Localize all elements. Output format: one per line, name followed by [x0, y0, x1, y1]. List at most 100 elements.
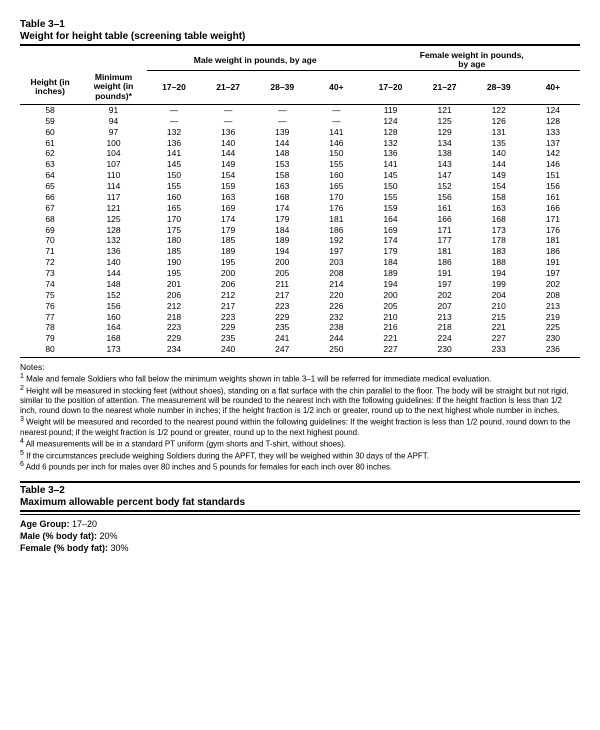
table-cell: 212 — [201, 290, 255, 301]
table-cell: — — [201, 105, 255, 116]
table-cell: 185 — [201, 235, 255, 246]
table-cell: 136 — [147, 138, 201, 149]
note-line: 1 Male and female Soldiers who fall belo… — [20, 373, 580, 385]
table-cell: 146 — [309, 138, 363, 149]
table-cell: 244 — [309, 333, 363, 344]
table-cell: 205 — [363, 301, 417, 312]
table-row: 61100136140144146132134135137 — [20, 138, 580, 149]
table-row: 76156212217223226205207210213 — [20, 301, 580, 312]
table-cell: 230 — [526, 333, 580, 344]
table-cell: 229 — [255, 312, 309, 323]
table-cell: 135 — [472, 138, 526, 149]
table-cell: 211 — [255, 279, 309, 290]
table-cell: 65 — [20, 181, 80, 192]
table-cell: 174 — [363, 235, 417, 246]
male-bodyfat-value: 20% — [100, 531, 118, 541]
table-cell: 208 — [309, 268, 363, 279]
table-cell: 224 — [418, 333, 472, 344]
table-cell: 171 — [526, 214, 580, 225]
table-cell: 184 — [363, 257, 417, 268]
table-cell: 144 — [80, 268, 147, 279]
table-cell: 136 — [363, 148, 417, 159]
table-row: 5891————119121122124 — [20, 105, 580, 116]
rule-thin — [20, 514, 580, 515]
table-cell: 176 — [309, 203, 363, 214]
table-cell: 166 — [526, 203, 580, 214]
table-cell: 194 — [363, 279, 417, 290]
table-cell: 188 — [472, 257, 526, 268]
table-cell: 71 — [20, 246, 80, 257]
table-cell: 141 — [363, 159, 417, 170]
table-cell: 186 — [418, 257, 472, 268]
table-row: 67121165169174176159161163166 — [20, 203, 580, 214]
table-cell: 235 — [201, 333, 255, 344]
table-cell: 168 — [255, 192, 309, 203]
table-cell: 133 — [526, 127, 580, 138]
table-cell: 203 — [309, 257, 363, 268]
table-cell: 155 — [309, 159, 363, 170]
table-cell: 181 — [526, 235, 580, 246]
table-cell: 76 — [20, 301, 80, 312]
table-cell: — — [255, 105, 309, 116]
table-cell: 169 — [201, 203, 255, 214]
table-row: 5994————124125126128 — [20, 116, 580, 127]
table-3-1: Table 3–1 Weight for height table (scree… — [20, 18, 580, 473]
table-cell: 137 — [526, 138, 580, 149]
table-cell: 195 — [201, 257, 255, 268]
table-cell: 60 — [20, 127, 80, 138]
col-minweight-header: Minimum weight (in pounds)* — [80, 71, 147, 104]
table-cell: 204 — [472, 290, 526, 301]
table-cell: 177 — [418, 235, 472, 246]
table-row: 79168229235241244221224227230 — [20, 333, 580, 344]
table-cell: 149 — [472, 170, 526, 181]
table-cell: 213 — [418, 312, 472, 323]
table-cell: 192 — [309, 235, 363, 246]
table-cell: 199 — [472, 279, 526, 290]
table-cell: — — [147, 116, 201, 127]
table-row: 70132180185189192174177178181 — [20, 235, 580, 246]
table-cell: 66 — [20, 192, 80, 203]
table-cell: 156 — [80, 301, 147, 312]
table-cell: 153 — [255, 159, 309, 170]
table-cell: 206 — [147, 290, 201, 301]
table-cell: 140 — [201, 138, 255, 149]
table-row: Male (% body fat): 20% — [20, 530, 580, 542]
table-cell: 173 — [80, 344, 147, 355]
table-row: 74148201206211214194197199202 — [20, 279, 580, 290]
table-cell: 131 — [472, 127, 526, 138]
table-cell: 170 — [309, 192, 363, 203]
table-3-2-number: Table 3–2 — [20, 484, 580, 497]
table-cell: 129 — [418, 127, 472, 138]
table-cell: 151 — [526, 170, 580, 181]
table-cell: 62 — [20, 148, 80, 159]
table-cell: 166 — [418, 214, 472, 225]
table-cell: 189 — [255, 235, 309, 246]
note-line: 6 Add 6 pounds per inch for males over 8… — [20, 461, 580, 473]
table-cell: 250 — [309, 344, 363, 355]
table-cell: 200 — [201, 268, 255, 279]
table-cell: 160 — [309, 170, 363, 181]
table-row: Age Group: 17–20 — [20, 518, 580, 530]
table-cell: 104 — [80, 148, 147, 159]
table-cell: 223 — [147, 322, 201, 333]
table-cell: 234 — [147, 344, 201, 355]
rule-heavy — [20, 44, 580, 46]
table-cell: 78 — [20, 322, 80, 333]
table-cell: 176 — [526, 225, 580, 236]
table-cell: 132 — [363, 138, 417, 149]
table-cell: 91 — [80, 105, 147, 116]
table-cell: 184 — [255, 225, 309, 236]
table-cell: 141 — [309, 127, 363, 138]
table-cell: 201 — [147, 279, 201, 290]
table-cell: 194 — [472, 268, 526, 279]
table-cell: 141 — [147, 148, 201, 159]
table-cell: — — [309, 105, 363, 116]
table-cell: 218 — [418, 322, 472, 333]
table-cell: 215 — [472, 312, 526, 323]
table-cell: 210 — [363, 312, 417, 323]
table-row: 80173234240247250227230233236 — [20, 344, 580, 355]
table-cell: 161 — [526, 192, 580, 203]
table-cell: 63 — [20, 159, 80, 170]
table-cell: 128 — [363, 127, 417, 138]
female-group-header: Female weight in pounds, by age — [363, 47, 580, 70]
